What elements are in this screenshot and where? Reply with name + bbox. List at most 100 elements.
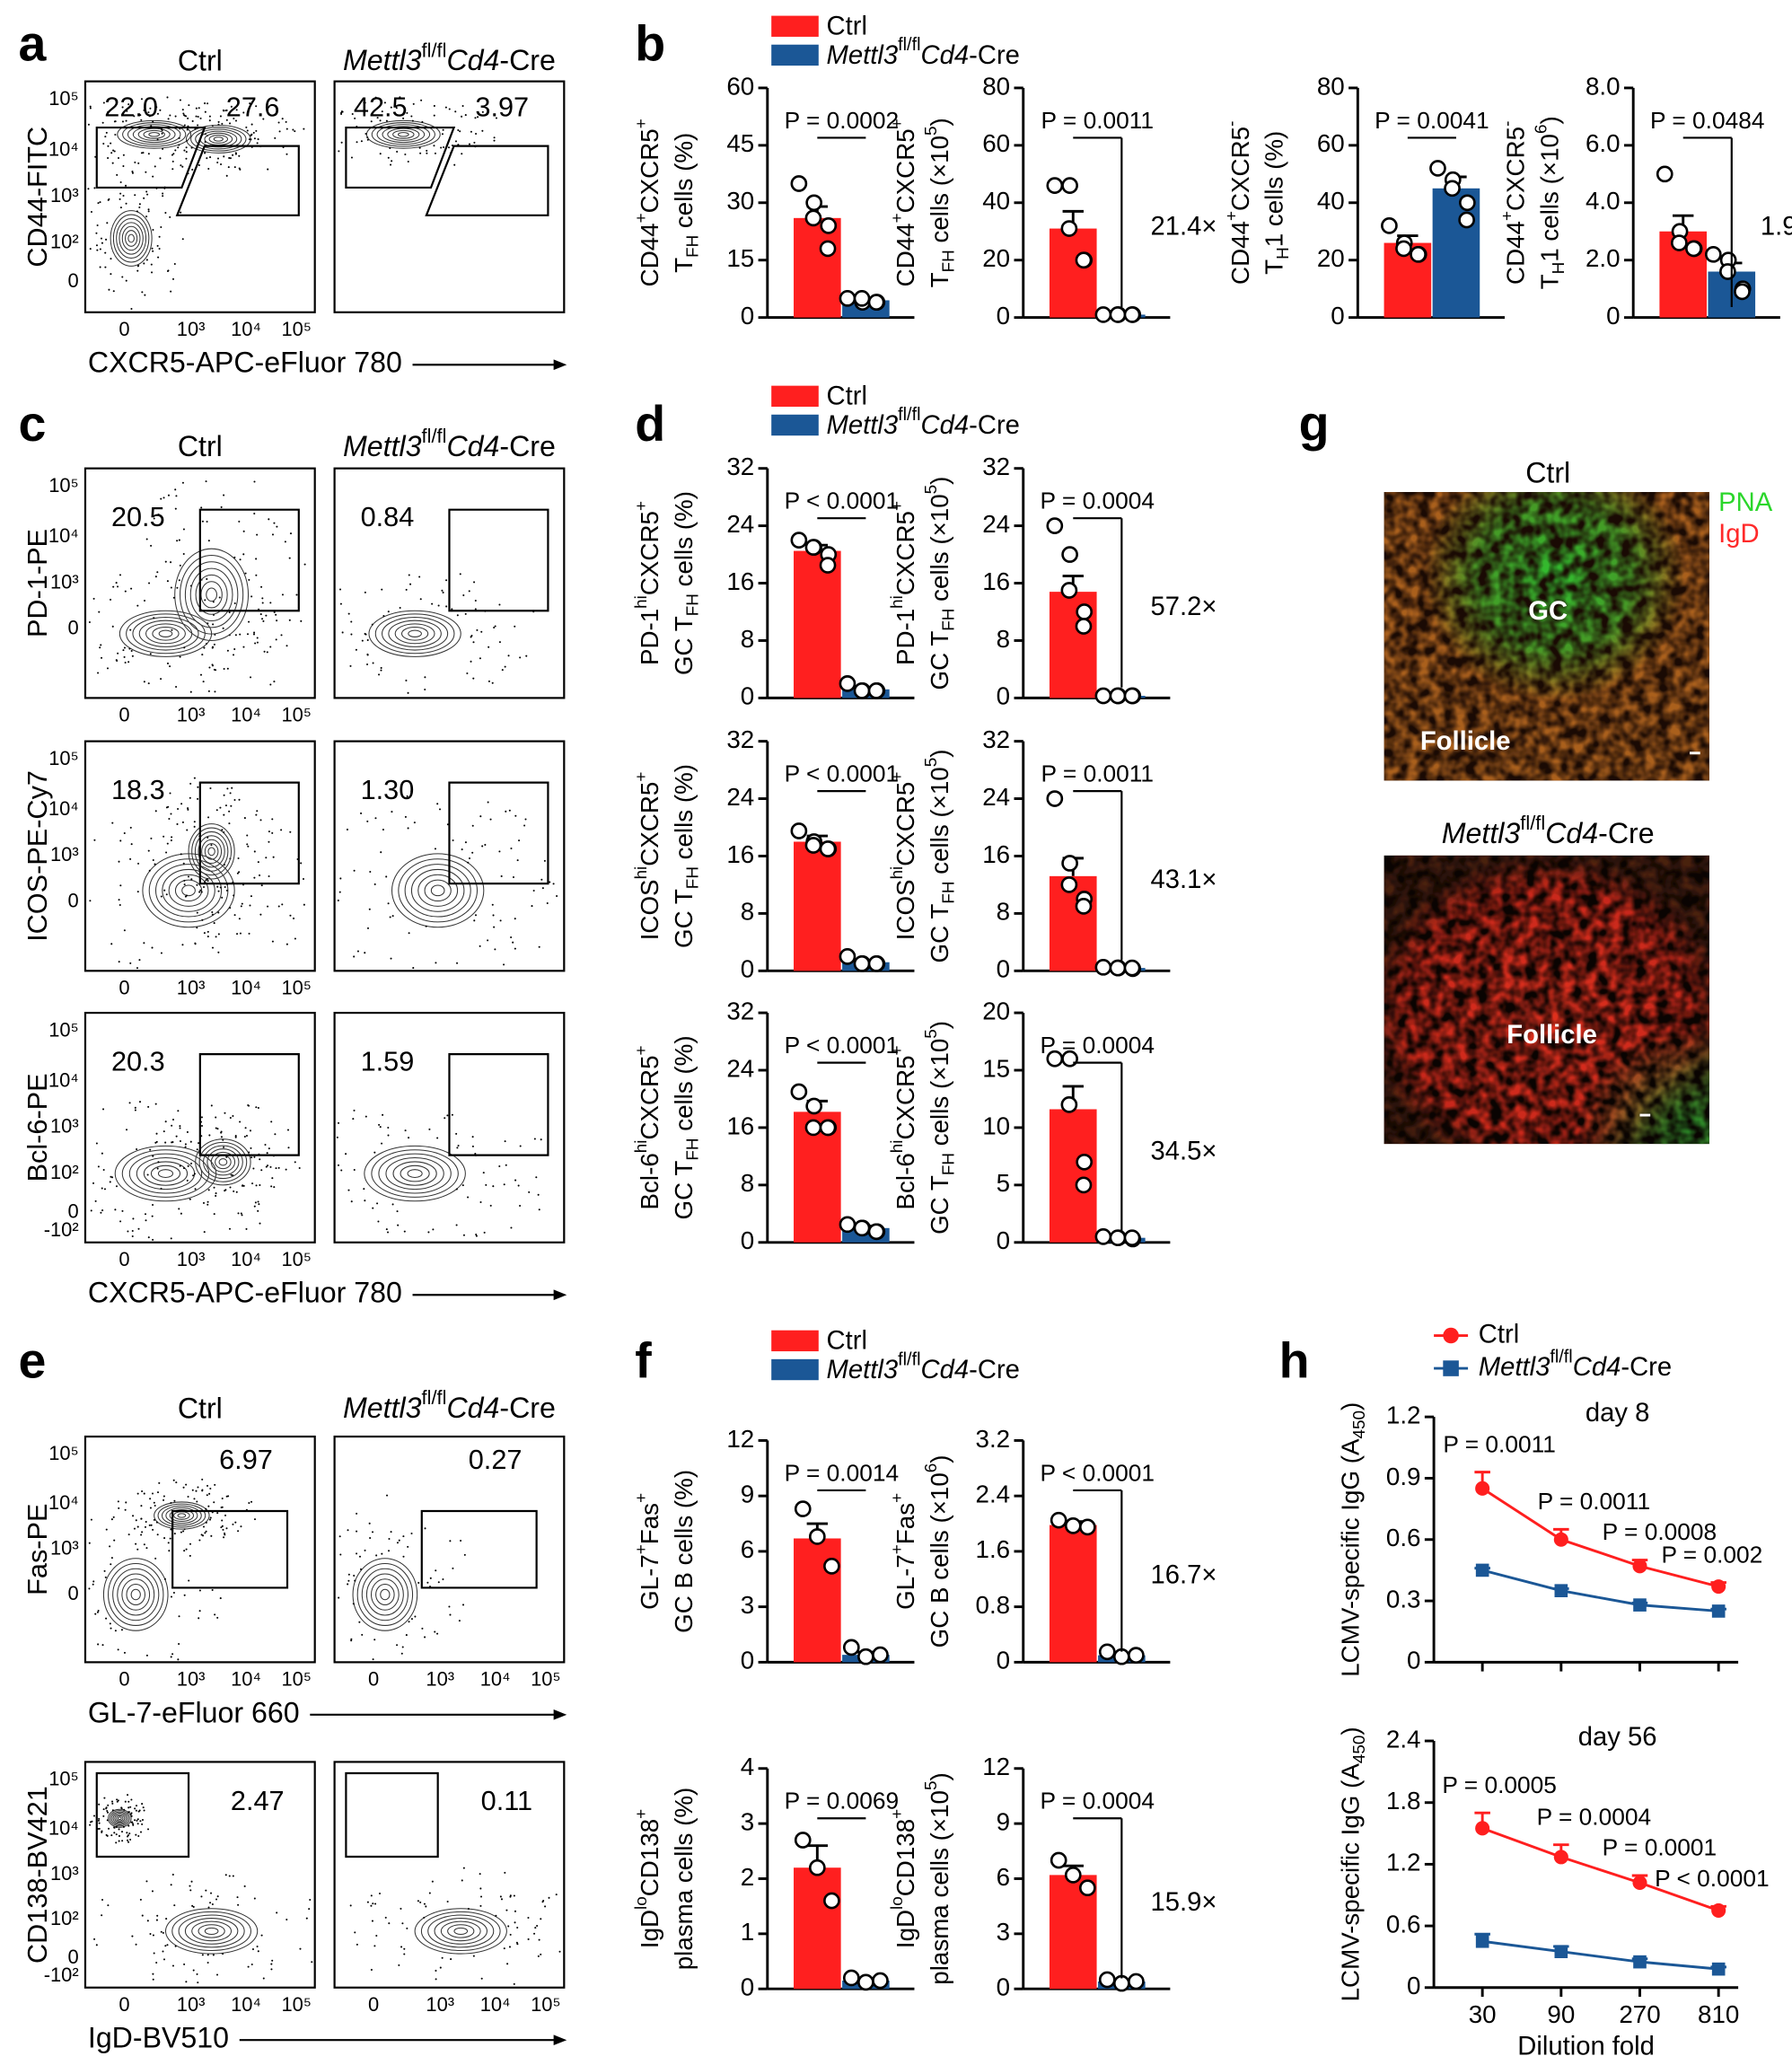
- p-value: P = 0.0004: [1041, 1788, 1155, 1815]
- p-value: P < 0.0001: [785, 488, 899, 514]
- event-dot: [177, 807, 180, 810]
- event-dot: [459, 573, 461, 576]
- legend-swatch: [771, 414, 819, 436]
- y-tick-label: 5: [997, 1169, 1010, 1197]
- text-part: 5: [921, 1780, 940, 1789]
- event-dot: [280, 829, 283, 831]
- marker: [1711, 1579, 1726, 1595]
- event-dot: [185, 151, 188, 154]
- event-dot: [88, 620, 91, 624]
- event-dot: [225, 174, 228, 177]
- event-dot: [467, 1196, 470, 1199]
- event-dot: [137, 162, 140, 164]
- text-part: CXCR5: [1502, 127, 1530, 211]
- event-dot: [114, 1208, 117, 1211]
- flow-y-tick-label: -10²: [44, 1218, 79, 1241]
- event-dot: [259, 613, 262, 616]
- event-dot: [269, 1165, 272, 1168]
- event-dot: [124, 661, 127, 664]
- event-dot: [176, 540, 179, 542]
- x-axis-label: Dilution fold: [1517, 2033, 1655, 2061]
- event-dot: [240, 1525, 242, 1528]
- event-dot: [103, 1188, 106, 1191]
- contour: [388, 620, 442, 647]
- event-dot: [251, 1948, 254, 1951]
- event-dot: [210, 1892, 213, 1894]
- text-part: hi: [887, 866, 906, 880]
- event-dot: [513, 1894, 515, 1897]
- event-dot: [143, 681, 145, 683]
- event-dot: [222, 1953, 224, 1955]
- event-dot: [510, 936, 513, 939]
- gate: [198, 1053, 300, 1156]
- event-dot: [234, 153, 237, 155]
- event-dot: [512, 941, 514, 944]
- event-dot: [125, 119, 127, 122]
- event-dot: [217, 123, 220, 126]
- event-dot: [170, 586, 172, 589]
- image-title: Ctrl: [1525, 456, 1570, 488]
- event-dot: [210, 1534, 213, 1537]
- event-dot: [139, 1898, 142, 1901]
- event-dot: [145, 215, 148, 218]
- flow-x-label: CXCR5-APC-eFluor 780: [88, 347, 402, 379]
- event-dot: [190, 1162, 193, 1164]
- event-dot: [350, 1639, 353, 1642]
- event-dot: [206, 520, 208, 523]
- event-dot: [223, 794, 225, 796]
- legend-label: Mettl3fl/flCd4-Cre: [1479, 1348, 1672, 1382]
- y-tick-label: 12: [726, 1425, 754, 1453]
- event-dot: [223, 668, 225, 671]
- event-dot: [103, 1797, 106, 1799]
- event-dot: [436, 1137, 439, 1139]
- data-point: [839, 289, 856, 307]
- event-dot: [214, 1613, 216, 1616]
- event-dot: [129, 962, 132, 964]
- y-axis-label: plasma cells (%): [671, 1788, 698, 1971]
- event-dot: [160, 1930, 163, 1933]
- y-axis-label: GC TFH cells (×105): [921, 749, 957, 962]
- text-part: +: [887, 213, 906, 223]
- event-dot: [417, 1581, 420, 1584]
- text-part: +: [631, 213, 650, 223]
- event-dot: [134, 1109, 136, 1112]
- event-dot: [470, 634, 473, 637]
- event-dot: [216, 1895, 219, 1898]
- event-dot: [103, 1569, 106, 1572]
- event-dot: [347, 1529, 349, 1532]
- text-part: lo: [887, 1896, 906, 1910]
- gate-percentage: 0.11: [481, 1785, 532, 1816]
- event-dot: [464, 841, 467, 844]
- data-point: [823, 1892, 840, 1910]
- event-dot: [418, 576, 421, 578]
- contour: [387, 127, 420, 141]
- event-dot: [153, 1501, 155, 1504]
- data-point: [1075, 1176, 1093, 1194]
- event-dot: [175, 1481, 178, 1484]
- axis-arrow-head: [553, 359, 567, 371]
- event-dot: [256, 637, 259, 639]
- flow-plot-frame: [333, 467, 566, 699]
- event-dot: [460, 1540, 462, 1542]
- event-dot: [493, 627, 496, 629]
- event-dot: [396, 1210, 399, 1213]
- event-dot: [364, 952, 366, 954]
- event-dot: [119, 839, 122, 842]
- event-dot: [197, 797, 199, 800]
- contour: [174, 548, 250, 641]
- event-dot: [127, 1811, 130, 1814]
- event-dot: [366, 136, 369, 139]
- event-dot: [152, 120, 154, 123]
- event-dot: [385, 875, 388, 878]
- gate-percentage: 0.27: [469, 1444, 523, 1475]
- event-dot: [439, 1966, 442, 1969]
- event-dot: [148, 1524, 151, 1526]
- event-dot: [211, 1902, 214, 1905]
- event-dot: [402, 1555, 405, 1558]
- event-dot: [114, 1630, 117, 1632]
- column-title: Mettl3fl/flCd4-Cre: [343, 425, 556, 463]
- event-dot: [353, 1168, 356, 1172]
- event-dot: [149, 1498, 152, 1500]
- event-dot: [209, 1487, 212, 1489]
- text-part: -Cre: [499, 45, 555, 77]
